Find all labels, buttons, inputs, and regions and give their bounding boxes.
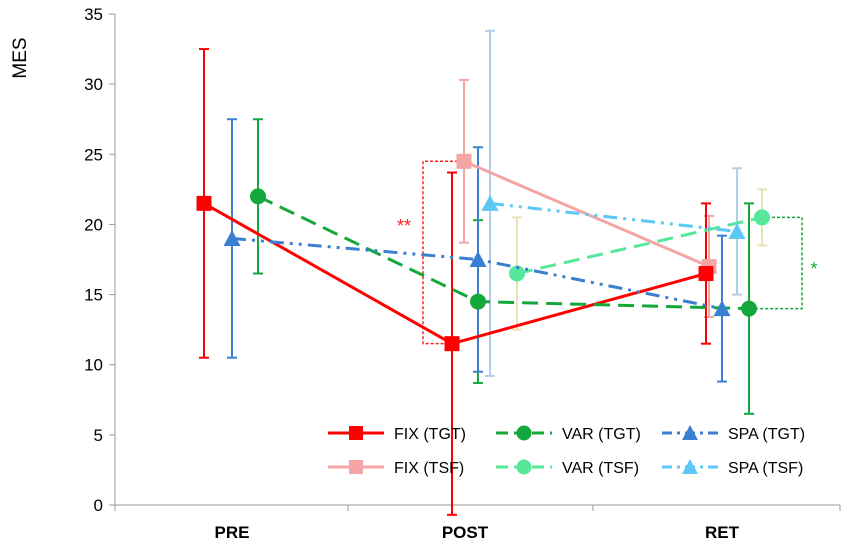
legend-label: FIX (TGT): [394, 426, 466, 443]
y-tick-label: 5: [94, 426, 103, 445]
data-point-fix-tsf: [456, 153, 472, 169]
legend-item-spa-tsf: SPA (TSF): [662, 459, 803, 477]
legend-swatch-marker: [682, 459, 698, 474]
x-tick-label-post: POST: [442, 523, 489, 542]
x-tick-label-ret: RET: [705, 523, 740, 542]
data-point-fix-tgt: [196, 195, 212, 211]
legend-item-var-tgt: VAR (TGT): [496, 425, 641, 443]
data-point-spa-tsf: [481, 194, 499, 211]
series-line-spa-tgt: [231, 236, 723, 311]
series-line-spa-tsf: [489, 201, 738, 233]
legend-item-fix-tsf: FIX (TSF): [328, 460, 464, 477]
error-bars-fix-tgt: [199, 48, 711, 516]
data-point-var-tsf: [509, 265, 525, 282]
legend-label: VAR (TSF): [562, 460, 639, 477]
legend-label: SPA (TGT): [728, 426, 805, 443]
data-point-fix-tgt: [698, 266, 714, 282]
legend-swatch-marker: [349, 426, 363, 440]
error-bars-spa-tgt: [227, 118, 727, 383]
significance-label-post: **: [397, 216, 411, 236]
legend-item-fix-tgt: FIX (TGT): [328, 426, 466, 443]
data-point-spa-tgt: [469, 251, 487, 267]
data-point-fix-tgt: [444, 336, 460, 352]
series-spa-tgt: [223, 229, 731, 317]
legend-item-var-tsf: VAR (TSF): [496, 459, 639, 477]
y-tick-label: 0: [94, 496, 103, 515]
legend-swatch-marker: [516, 459, 532, 475]
legend-item-spa-tgt: SPA (TGT): [662, 425, 805, 443]
significance-bracket-post: [422, 160, 458, 345]
legend-label: SPA (TSF): [728, 460, 803, 477]
data-point-spa-tsf: [728, 222, 746, 239]
data-point-var-tgt: [250, 188, 266, 205]
x-tick-label-pre: PRE: [215, 523, 250, 542]
data-point-var-tgt: [741, 300, 757, 317]
annotations: ***: [397, 160, 818, 345]
legend-swatch-marker: [349, 460, 363, 474]
series-fix-tgt: [196, 195, 714, 352]
y-tick-label: 15: [84, 286, 103, 305]
series-spa-tsf: [481, 194, 746, 239]
legend-swatch-marker: [516, 425, 532, 441]
y-tick-label: 20: [84, 215, 103, 234]
series-var-tsf: [509, 209, 770, 282]
series-layer: [196, 29, 770, 516]
significance-label-ret: *: [810, 259, 817, 279]
significance-bracket-ret: [752, 216, 803, 310]
error-bars-var-tgt: [253, 118, 754, 415]
y-axis-title: MES: [10, 37, 31, 78]
y-tick-label: 35: [84, 5, 103, 24]
y-tick-label: 30: [84, 75, 103, 94]
data-point-spa-tgt: [713, 300, 731, 317]
y-tick-label: 10: [84, 356, 103, 375]
data-point-var-tgt: [470, 293, 486, 310]
series-line-fix-tgt: [203, 202, 707, 346]
series-line-var-tsf: [516, 215, 763, 275]
data-point-spa-tgt: [223, 229, 241, 246]
y-tick-label: 25: [84, 145, 103, 164]
legend-label: VAR (TGT): [562, 426, 641, 443]
data-point-var-tsf: [754, 209, 770, 226]
legend: FIX (TGT) VAR (TGT) SPA (TGT) FIX (TSF) VAR …: [328, 425, 805, 477]
axes: 0 5 10 15 20 25 30 35 PRE POST RET: [84, 5, 841, 542]
legend-label: FIX (TSF): [394, 460, 464, 477]
legend-swatch-marker: [682, 425, 698, 440]
series-var-tgt: [250, 188, 757, 317]
